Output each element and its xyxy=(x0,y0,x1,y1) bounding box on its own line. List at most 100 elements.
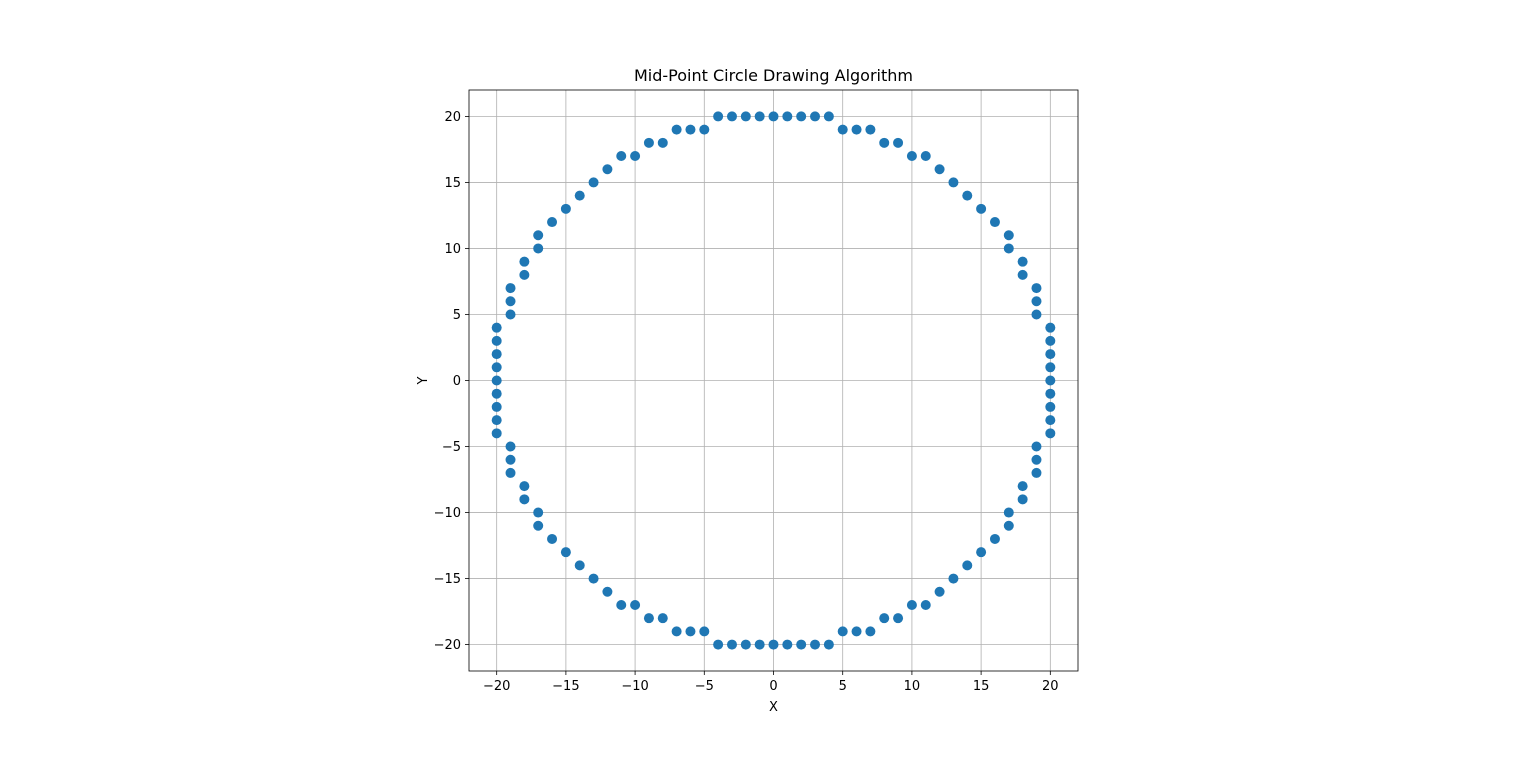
data-point xyxy=(851,124,862,135)
data-point xyxy=(934,586,945,597)
data-point xyxy=(505,454,516,465)
data-point xyxy=(1045,375,1056,386)
data-point xyxy=(616,151,627,162)
data-point xyxy=(906,151,917,162)
data-point xyxy=(671,124,682,135)
data-point xyxy=(491,401,502,412)
data-point xyxy=(1031,454,1042,465)
data-point xyxy=(726,639,737,650)
data-point xyxy=(1031,309,1042,320)
data-point xyxy=(948,177,959,188)
data-point xyxy=(893,613,904,624)
data-point xyxy=(782,111,793,122)
data-point xyxy=(491,375,502,386)
x-axis-ticks: −20 −15 −10 −5 0 5 10 15 20 xyxy=(483,671,1059,694)
x-tick-label: 10 xyxy=(904,679,921,694)
data-point xyxy=(768,111,779,122)
data-point xyxy=(989,217,1000,228)
data-point xyxy=(1003,243,1014,254)
data-point xyxy=(823,639,834,650)
y-axis-ticks: −20 −15 −10 −5 0 5 10 15 20 xyxy=(434,110,469,653)
data-point xyxy=(560,203,571,214)
data-point xyxy=(1045,415,1056,426)
data-point xyxy=(920,151,931,162)
x-axis-label: X xyxy=(769,700,778,715)
data-point xyxy=(754,639,765,650)
data-point xyxy=(1045,401,1056,412)
data-point xyxy=(574,560,585,571)
data-point xyxy=(810,111,821,122)
data-point xyxy=(740,111,751,122)
data-point xyxy=(1045,335,1056,346)
data-point xyxy=(491,335,502,346)
data-point xyxy=(1003,507,1014,518)
data-point xyxy=(1017,269,1028,280)
data-point xyxy=(796,111,807,122)
data-point xyxy=(630,599,641,610)
data-point xyxy=(657,137,668,148)
data-point xyxy=(560,547,571,558)
y-tick-label: −5 xyxy=(442,440,461,455)
data-point xyxy=(976,203,987,214)
data-point xyxy=(879,137,890,148)
data-point xyxy=(823,111,834,122)
data-point xyxy=(948,573,959,584)
data-point xyxy=(588,177,599,188)
data-point xyxy=(699,124,710,135)
data-point xyxy=(768,639,779,650)
data-point xyxy=(519,494,530,505)
data-point xyxy=(519,256,530,267)
data-point xyxy=(491,362,502,373)
data-point xyxy=(533,243,544,254)
data-point xyxy=(1031,467,1042,478)
data-point xyxy=(837,124,848,135)
data-point xyxy=(1017,256,1028,267)
data-point xyxy=(782,639,793,650)
x-tick-label: 15 xyxy=(973,679,990,694)
data-point xyxy=(989,533,1000,544)
x-tick-label: 0 xyxy=(769,679,777,694)
data-point xyxy=(726,111,737,122)
data-point xyxy=(976,547,987,558)
data-point xyxy=(699,626,710,637)
data-point xyxy=(602,586,613,597)
data-point xyxy=(630,151,641,162)
y-tick-label: −15 xyxy=(434,572,461,587)
data-point xyxy=(1031,283,1042,294)
data-point xyxy=(657,613,668,624)
data-point xyxy=(906,599,917,610)
data-point xyxy=(533,520,544,531)
data-point xyxy=(533,507,544,518)
data-point xyxy=(754,111,765,122)
data-point xyxy=(671,626,682,637)
data-point xyxy=(491,349,502,360)
x-tick-label: −20 xyxy=(483,679,510,694)
data-point xyxy=(713,639,724,650)
x-tick-label: 5 xyxy=(839,679,847,694)
data-point xyxy=(519,481,530,492)
data-points xyxy=(491,111,1056,650)
data-point xyxy=(519,269,530,280)
y-tick-label: 10 xyxy=(444,242,461,257)
data-point xyxy=(837,626,848,637)
data-point xyxy=(505,283,516,294)
data-point xyxy=(810,639,821,650)
data-point xyxy=(505,467,516,478)
data-point xyxy=(1045,349,1056,360)
data-point xyxy=(865,626,876,637)
data-point xyxy=(1045,322,1056,333)
x-tick-label: −5 xyxy=(695,679,714,694)
data-point xyxy=(1017,481,1028,492)
data-point xyxy=(533,230,544,241)
data-point xyxy=(491,322,502,333)
data-point xyxy=(574,190,585,201)
data-point xyxy=(1045,362,1056,373)
x-tick-label: 20 xyxy=(1042,679,1059,694)
data-point xyxy=(893,137,904,148)
data-point xyxy=(740,639,751,650)
data-point xyxy=(643,613,654,624)
y-tick-label: 0 xyxy=(453,374,461,389)
data-point xyxy=(796,639,807,650)
